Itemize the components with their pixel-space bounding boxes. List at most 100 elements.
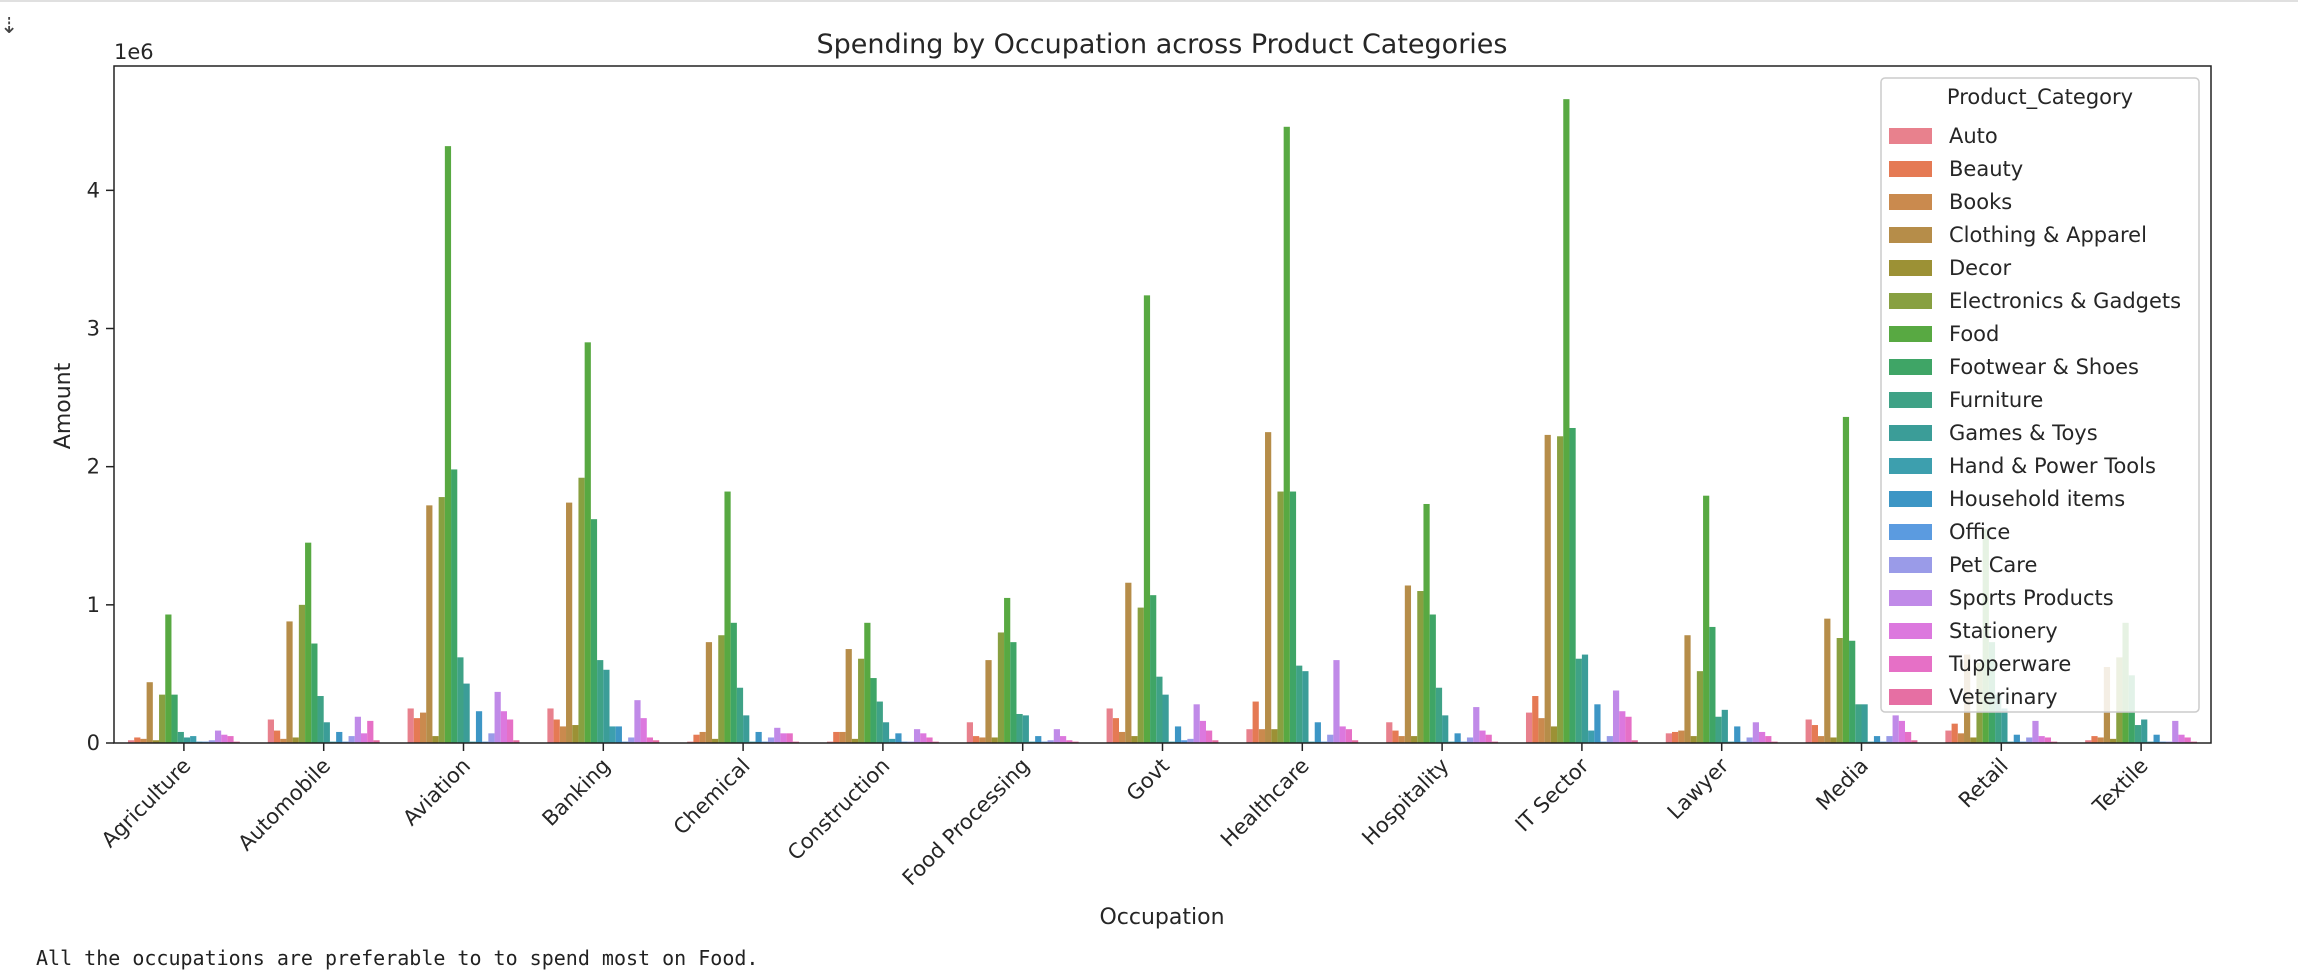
bar xyxy=(1818,736,1825,743)
bar xyxy=(1016,713,1023,743)
legend-swatch xyxy=(1889,458,1932,474)
bar xyxy=(1892,715,1899,743)
legend-item-label: Auto xyxy=(1949,124,1998,148)
legend-item-label: Pet Care xyxy=(1949,553,2037,577)
bar xyxy=(1830,737,1837,743)
bar xyxy=(1429,614,1436,743)
bar-chart: Spending by Occupation across Product Ca… xyxy=(51,29,2212,930)
bar xyxy=(609,726,616,743)
bar xyxy=(1193,704,1200,743)
bar xyxy=(839,731,846,743)
bar xyxy=(1715,716,1722,743)
bar xyxy=(1721,709,1728,743)
collapse-output-icon[interactable]: ⇣ xyxy=(0,14,19,39)
bar xyxy=(171,694,178,743)
bar xyxy=(1302,671,1309,743)
bar xyxy=(1898,720,1905,743)
bar xyxy=(1119,731,1126,743)
bar xyxy=(693,734,700,743)
legend-swatch xyxy=(1889,524,1932,540)
bar xyxy=(1970,737,1977,743)
bar xyxy=(494,691,501,743)
bar xyxy=(1277,491,1284,743)
bar xyxy=(2134,725,2142,743)
bar xyxy=(889,738,896,743)
bar xyxy=(1004,597,1011,743)
x-tick-label: Lawyer xyxy=(1663,753,1734,824)
x-tick-label: Retail xyxy=(1954,754,2013,813)
bar xyxy=(1734,726,1741,743)
y-axis-offset-label: 1e6 xyxy=(114,40,154,64)
bar xyxy=(767,737,775,743)
bar xyxy=(432,736,439,743)
x-tick-label: Chemical xyxy=(669,754,755,840)
legend-swatch xyxy=(1889,326,1932,342)
bar xyxy=(292,737,299,743)
bar xyxy=(1174,726,1182,743)
bar xyxy=(1035,736,1042,743)
bar xyxy=(1588,730,1595,743)
bar xyxy=(1886,736,1893,743)
x-tick-label: Govt xyxy=(1122,754,1174,806)
bar xyxy=(653,740,660,743)
bar xyxy=(413,718,420,743)
bar xyxy=(373,740,380,743)
bar xyxy=(864,622,871,743)
bar xyxy=(985,660,992,743)
bar xyxy=(1485,734,1492,743)
bar xyxy=(786,733,793,743)
x-tick-label: IT Sector xyxy=(1511,753,1594,836)
bar xyxy=(273,730,281,743)
bar xyxy=(1212,740,1219,743)
bar xyxy=(1066,740,1073,743)
bar xyxy=(774,727,781,743)
bar xyxy=(1327,734,1334,743)
bar xyxy=(348,736,355,743)
x-tick-label: Agriculture xyxy=(97,754,196,853)
bar xyxy=(1824,618,1831,743)
bar xyxy=(1473,707,1480,743)
bar xyxy=(267,719,274,743)
bar xyxy=(1411,736,1418,743)
bar xyxy=(882,722,890,743)
bar xyxy=(597,660,604,743)
bar xyxy=(323,722,330,743)
bar xyxy=(298,604,306,743)
bar xyxy=(584,342,591,743)
bar xyxy=(513,740,520,743)
bar xyxy=(634,700,641,743)
bar xyxy=(1836,638,1843,743)
bar xyxy=(1187,738,1194,743)
bar xyxy=(966,722,973,743)
bar xyxy=(146,682,153,743)
bar xyxy=(1544,434,1551,743)
x-tick-label: Media xyxy=(1811,754,1873,816)
legend-swatch xyxy=(1889,590,1932,606)
bar xyxy=(743,715,750,743)
legend-swatch xyxy=(1889,227,1932,243)
bar xyxy=(1283,126,1290,744)
bar xyxy=(1625,716,1632,743)
bar xyxy=(152,740,160,743)
bar xyxy=(1265,432,1272,743)
x-axis-label: Occupation xyxy=(1099,905,1224,930)
legend-swatch xyxy=(1889,656,1932,672)
y-axis-label: Amount xyxy=(51,362,76,449)
bar xyxy=(833,731,840,743)
bar xyxy=(1606,736,1613,743)
legend-item-label: Books xyxy=(1949,190,2012,214)
bar xyxy=(420,712,427,743)
bar xyxy=(858,658,865,743)
bar xyxy=(724,491,731,743)
bar xyxy=(1181,740,1188,743)
bar xyxy=(1417,591,1424,743)
bar xyxy=(140,738,147,743)
bar xyxy=(1575,658,1582,743)
bar xyxy=(2141,719,2148,743)
legend-swatch xyxy=(1889,557,1932,573)
bar xyxy=(1442,715,1449,743)
bar xyxy=(1873,736,1881,743)
legend-item-label: Office xyxy=(1949,520,2010,544)
bar xyxy=(1550,726,1558,743)
bar xyxy=(2091,736,2098,743)
